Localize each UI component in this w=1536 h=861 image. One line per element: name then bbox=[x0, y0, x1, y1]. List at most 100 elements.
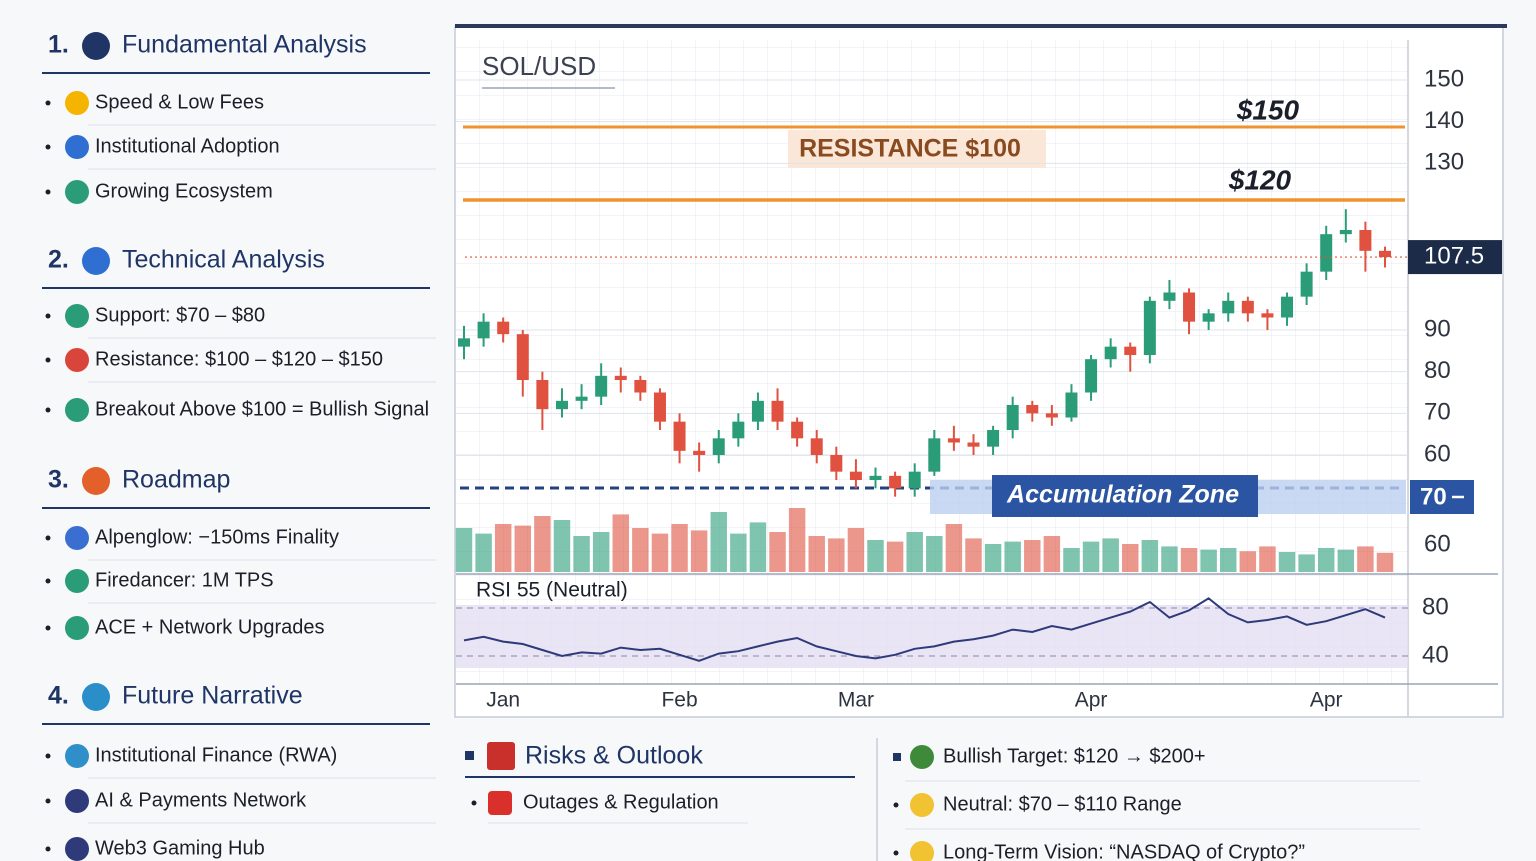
volume-bar bbox=[965, 538, 982, 572]
candle-body bbox=[1202, 313, 1215, 322]
volume-bar bbox=[612, 514, 629, 572]
candle-body bbox=[810, 438, 823, 455]
volume-bar bbox=[1004, 541, 1021, 572]
icon bbox=[487, 742, 515, 770]
volume-bar bbox=[769, 532, 786, 572]
candle-body bbox=[1339, 230, 1352, 235]
x-tick-label: Apr bbox=[1075, 689, 1108, 712]
section-icon bbox=[82, 683, 110, 711]
x-tick-label: Jan bbox=[486, 689, 520, 712]
candle-body bbox=[458, 338, 470, 347]
bullet bbox=[893, 802, 899, 808]
bullet-square bbox=[465, 751, 474, 760]
section-number: 3. bbox=[48, 466, 69, 494]
candle-body bbox=[791, 421, 804, 439]
bullet bbox=[45, 313, 51, 319]
section-item: Alpenglow: −150ms Finality bbox=[95, 526, 339, 548]
candle-body bbox=[536, 380, 549, 410]
bullet bbox=[45, 798, 51, 804]
volume-bar bbox=[749, 522, 767, 572]
section-item: Support: $70 – $80 bbox=[95, 304, 265, 326]
item-icon bbox=[65, 789, 89, 813]
y-tick-label: 90 bbox=[1424, 315, 1451, 342]
candle-body bbox=[1124, 346, 1137, 355]
volume-bar bbox=[1239, 551, 1257, 572]
volume-bar bbox=[867, 540, 884, 572]
y-tick-label: 130 bbox=[1424, 149, 1464, 176]
bullet bbox=[45, 625, 51, 631]
candle-body bbox=[889, 475, 902, 489]
volume-bar bbox=[534, 516, 551, 572]
volume-bar bbox=[847, 528, 865, 572]
candle-body bbox=[653, 392, 666, 422]
y-tick-label: 150 bbox=[1424, 65, 1464, 92]
bullet bbox=[45, 753, 51, 759]
volume-bar bbox=[1180, 548, 1198, 572]
section-icon bbox=[82, 247, 110, 275]
volume-bar bbox=[1376, 552, 1394, 572]
volume-bar bbox=[1043, 536, 1061, 572]
section-icon bbox=[82, 32, 110, 60]
volume-bar bbox=[651, 533, 669, 572]
rsi-band bbox=[456, 605, 1408, 668]
item-icon bbox=[65, 180, 89, 204]
item-icon bbox=[65, 398, 89, 422]
candle-body bbox=[575, 396, 588, 401]
section-item: Institutional Finance (RWA) bbox=[95, 744, 337, 766]
section-number: 1. bbox=[48, 31, 69, 59]
section-title: Technical Analysis bbox=[122, 246, 325, 274]
section-item: Institutional Adoption bbox=[95, 135, 280, 157]
candle-body bbox=[869, 475, 882, 480]
candle-body bbox=[1222, 300, 1235, 314]
resistance-label: RESISTANCE $100 bbox=[799, 135, 1021, 163]
candle-body bbox=[1320, 234, 1333, 272]
rsi-tick-label: 80 bbox=[1422, 593, 1449, 620]
section-item: Firedancer: 1M TPS bbox=[95, 569, 274, 591]
volume-bar bbox=[690, 530, 708, 572]
volume-bar bbox=[1278, 552, 1296, 572]
section-item: Growing Ecosystem bbox=[95, 180, 273, 202]
candle-body bbox=[1183, 292, 1196, 322]
rsi-label: RSI 55 (Neutral) bbox=[476, 579, 628, 602]
section-number: 4. bbox=[48, 682, 69, 710]
zone-label: Accumulation Zone bbox=[1006, 481, 1239, 509]
item-icon bbox=[65, 135, 89, 159]
volume-bar bbox=[573, 536, 590, 572]
section-number: 2. bbox=[48, 246, 69, 274]
volume-bar bbox=[1102, 538, 1119, 572]
volume-bar bbox=[671, 524, 688, 572]
bullet bbox=[45, 357, 51, 363]
candle-body bbox=[693, 450, 706, 455]
candle-body bbox=[947, 438, 960, 443]
item-icon bbox=[65, 616, 89, 640]
candle-body bbox=[1085, 359, 1098, 393]
item-icon bbox=[65, 526, 89, 550]
volume-bar bbox=[1298, 554, 1315, 572]
x-tick-label: Feb bbox=[661, 689, 697, 712]
candle-body bbox=[1143, 300, 1156, 355]
volume-bar bbox=[1024, 540, 1041, 572]
item-icon bbox=[910, 793, 934, 817]
scenario: Neutral: $70 – $110 Range bbox=[943, 793, 1182, 815]
candle-body bbox=[830, 455, 843, 472]
volume-bar bbox=[1161, 546, 1178, 572]
volume-bar bbox=[1259, 546, 1276, 572]
bullet bbox=[45, 578, 51, 584]
section-icon bbox=[82, 467, 110, 495]
y-tick-label: 80 bbox=[1424, 357, 1451, 384]
candle-body bbox=[1261, 313, 1274, 318]
chart-title: SOL/USD bbox=[482, 51, 596, 81]
candle-body bbox=[516, 334, 529, 380]
volume-bar bbox=[455, 528, 473, 572]
zone-badge-text: 70 bbox=[1420, 483, 1447, 510]
item-icon bbox=[65, 91, 89, 115]
volume-bar bbox=[1141, 540, 1159, 572]
volume-bar bbox=[514, 525, 532, 572]
volume-bar bbox=[475, 533, 492, 572]
volume-bar bbox=[710, 512, 727, 572]
x-tick-label: Mar bbox=[838, 689, 874, 712]
candle-body bbox=[771, 400, 784, 422]
volume-bar bbox=[1082, 541, 1100, 572]
bullet bbox=[45, 846, 51, 852]
candle-body bbox=[673, 421, 686, 451]
